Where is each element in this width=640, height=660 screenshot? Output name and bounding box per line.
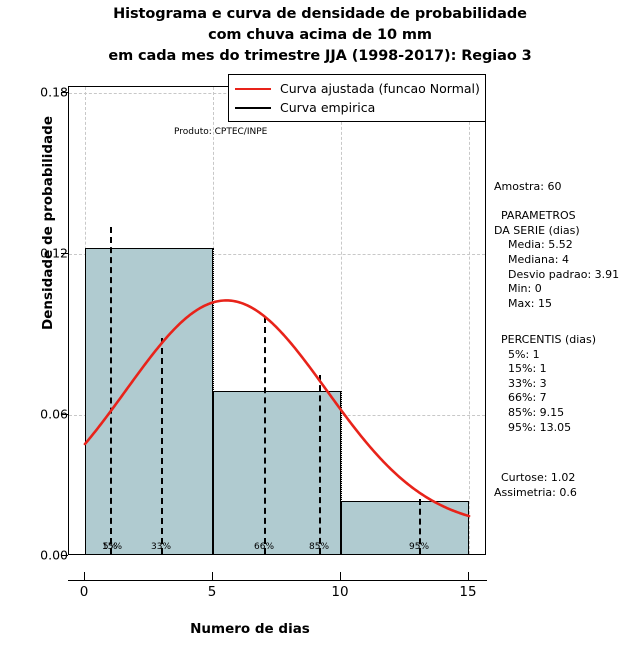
stat-std-dev: Desvio padrao: 3.91 <box>508 267 620 281</box>
legend-item-empirical: Curva empirica <box>235 98 485 117</box>
stat-median: Mediana: 4 <box>508 252 569 266</box>
y-tick-label-0.18: 0.18 <box>40 84 68 100</box>
x-axis-line <box>68 580 487 581</box>
title-line-2: com chuva acima de 10 mm <box>208 27 432 43</box>
watermark-label: Produto: CPTEC/INPE <box>174 127 268 137</box>
statistics-panel: Amostra: 60 PARAMETROS DA SERIE (dias) M… <box>494 180 640 500</box>
stat-kurtosis: Curtose: 1.02 <box>501 471 576 485</box>
bin-separator-5 <box>213 248 214 554</box>
stats-spacer-3 <box>494 326 640 333</box>
x-tick-mark-10 <box>340 572 341 581</box>
y-tick-mark-0.12 <box>61 253 68 254</box>
x-tick-mark-0 <box>84 572 85 581</box>
stats-spacer-1 <box>494 195 640 210</box>
percentile-label-33: 33% <box>150 542 172 552</box>
x-tick-mark-5 <box>212 572 213 581</box>
stat-mean: Media: 5.52 <box>508 238 573 252</box>
stat-parameters-heading-line2: DA SERIE (dias) <box>494 223 580 237</box>
legend-label-empirical: Curva empirica <box>280 100 376 115</box>
histogram-bar-0-5 <box>85 248 213 554</box>
gridline-x-10 <box>341 87 342 554</box>
percentile-line-33 <box>161 338 163 554</box>
gridline-y-0.12 <box>69 254 485 255</box>
plot-area: 5% 15% 33% 66% 85% 95% Produto: CPTEC/IN… <box>68 86 486 555</box>
percentile-line-66 <box>264 317 266 554</box>
title-line-1: Histograma e curva de densidade de proba… <box>113 6 527 22</box>
legend-label-fitted: Curva ajustada (funcao Normal) <box>280 81 480 96</box>
stat-parameters-heading-line1: PARAMETROS <box>501 209 576 223</box>
percentile-label-66: 66% <box>253 542 275 552</box>
y-tick-mark-0.18 <box>61 92 68 93</box>
legend-item-fitted: Curva ajustada (funcao Normal) <box>235 79 485 98</box>
y-tick-label-0.06: 0.06 <box>40 406 68 422</box>
stats-spacer-2 <box>494 311 640 326</box>
x-tick-mark-15 <box>468 572 469 581</box>
percentile-line-5-15 <box>110 227 112 554</box>
stat-max: Max: 15 <box>508 296 552 310</box>
percentile-line-85 <box>319 375 321 554</box>
page-title: Histograma e curva de densidade de proba… <box>0 4 640 67</box>
gridline-x-15 <box>469 87 470 554</box>
stat-percentiles-heading: PERCENTIS (dias) <box>501 332 597 346</box>
y-axis-label: Densidade de probabilidade <box>40 116 56 330</box>
bin-separator-0 <box>85 248 86 554</box>
y-axis: 0.18 0.12 0.06 0.00 <box>0 0 68 660</box>
x-tick-label-10: 10 <box>331 584 349 600</box>
chart-legend: Curva ajustada (funcao Normal) Curva emp… <box>228 74 486 122</box>
percentile-label-15: 15% <box>101 542 123 552</box>
x-axis-label: Numero de dias <box>190 621 310 637</box>
y-tick-mark-0.00 <box>61 555 68 556</box>
percentile-label-5: 5% <box>102 542 118 552</box>
y-tick-mark-0.06 <box>61 414 68 415</box>
percentile-label-95: 95% <box>408 542 430 552</box>
stat-skewness: Assimetria: 0.6 <box>494 485 577 499</box>
stat-percentile-15: 15%: 1 <box>508 362 547 376</box>
stats-spacer-5 <box>494 450 640 465</box>
x-tick-label-15: 15 <box>459 584 477 600</box>
fitted-normal-curve <box>83 299 471 518</box>
stats-spacer-6 <box>494 464 640 471</box>
legend-line-icon-fitted <box>235 87 271 90</box>
y-tick-label-0.12: 0.12 <box>40 245 68 261</box>
plot-inner: 5% 15% 33% 66% 85% 95% Produto: CPTEC/IN… <box>69 87 485 554</box>
x-tick-label-5: 5 <box>207 584 217 600</box>
stat-percentile-5: 5%: 1 <box>508 347 540 361</box>
bin-separator-10 <box>341 391 342 554</box>
stat-percentile-33: 33%: 3 <box>508 376 547 390</box>
bin-separator-15 <box>468 501 469 554</box>
stat-min: Min: 0 <box>508 282 542 296</box>
stat-percentile-95: 95%: 13.05 <box>508 420 572 434</box>
y-tick-label-0.00: 0.00 <box>40 547 68 563</box>
x-tick-label-0: 0 <box>79 584 89 600</box>
stat-percentile-85: 85%: 9.15 <box>508 405 565 419</box>
percentile-label-85: 85% <box>308 542 330 552</box>
stats-spacer-4 <box>494 435 640 450</box>
title-line-3: em cada mes do trimestre JJA (1998-2017)… <box>108 48 532 64</box>
legend-line-icon-empirical <box>235 106 271 109</box>
percentile-line-95 <box>419 499 421 554</box>
stat-percentile-66: 66%: 7 <box>508 391 547 405</box>
stat-sample-size: Amostra: 60 <box>494 180 562 193</box>
